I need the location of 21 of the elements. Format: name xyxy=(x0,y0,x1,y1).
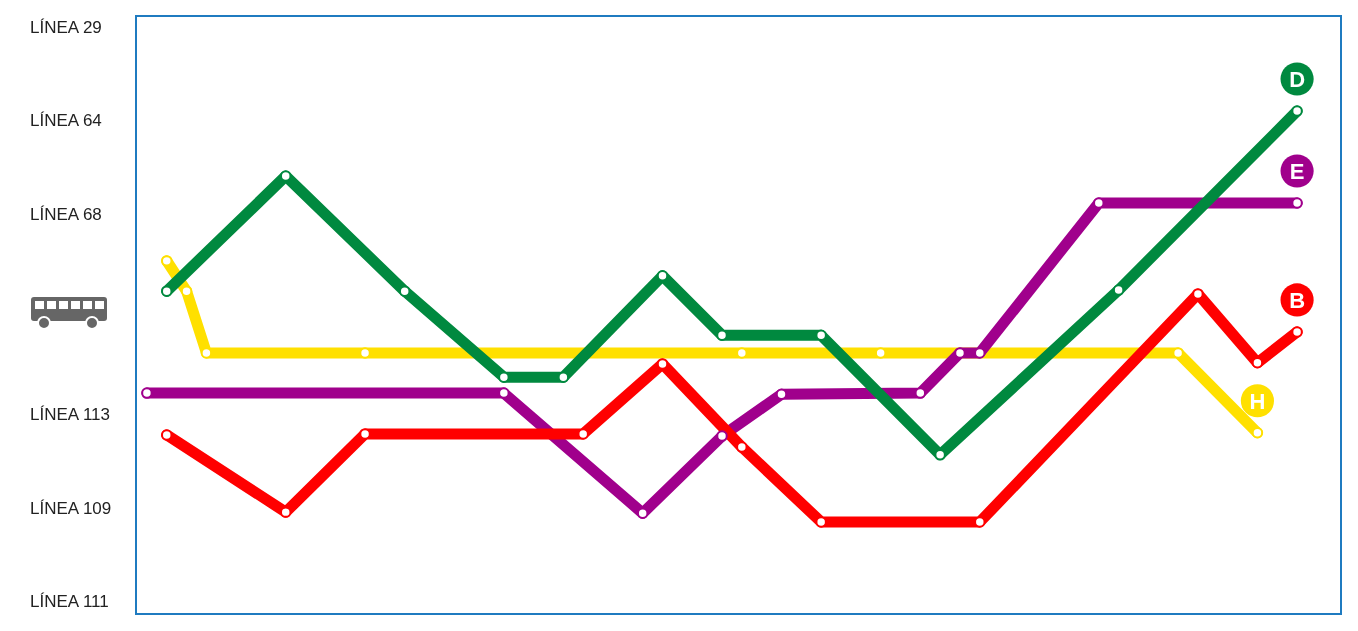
point xyxy=(1291,326,1303,338)
text: LÍNEA 29 xyxy=(30,17,102,39)
text: LÍNEA 109 xyxy=(30,497,112,520)
point xyxy=(398,285,411,297)
point xyxy=(161,285,173,297)
series-label: D xyxy=(1289,67,1306,92)
text: LÍNEA 68 xyxy=(30,203,102,226)
series-label: B xyxy=(1289,287,1306,313)
point xyxy=(161,429,173,441)
point xyxy=(716,430,728,442)
series-label: E xyxy=(1289,159,1305,185)
point xyxy=(1251,427,1264,439)
point xyxy=(180,285,193,297)
text: LÍNEA 111 xyxy=(30,590,109,613)
point xyxy=(1112,284,1125,296)
series-label: H xyxy=(1249,388,1266,414)
point xyxy=(161,255,173,267)
point xyxy=(736,441,748,453)
text: LÍNEA 113 xyxy=(30,404,111,427)
point xyxy=(1291,105,1303,117)
text: LÍNEA 64 xyxy=(30,110,102,133)
